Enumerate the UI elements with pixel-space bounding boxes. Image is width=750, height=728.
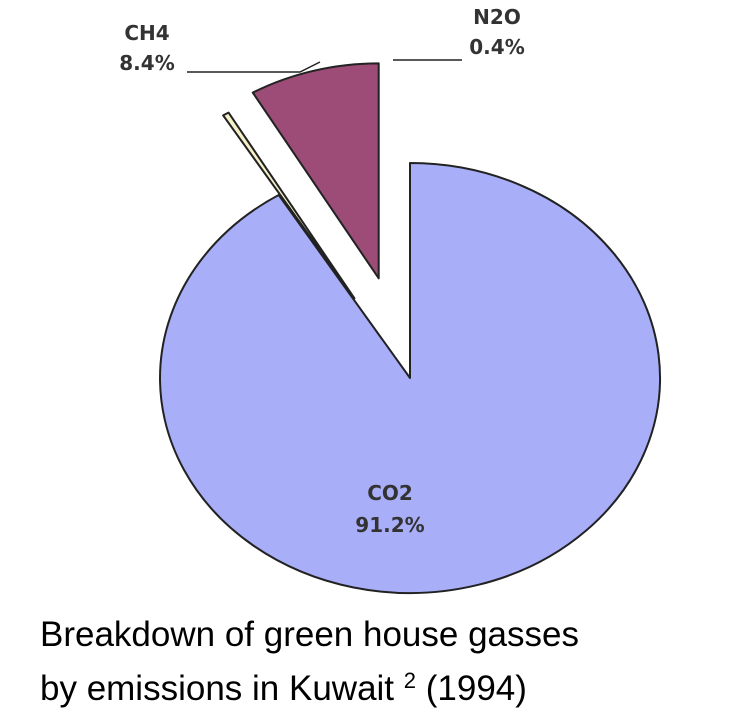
- slice-label-co2: CO2 91.2%: [355, 481, 424, 537]
- leader-lines: [187, 59, 462, 73]
- caption-line-2: by emissions in Kuwait 2 (1994): [40, 658, 740, 712]
- slice-value-co2: 91.2%: [355, 513, 424, 537]
- slice-name-ch4: CH4: [124, 21, 169, 45]
- slice-name-co2: CO2: [367, 481, 413, 505]
- pie-slice-ch4: [251, 62, 380, 280]
- slice-label-n2o: N2O 0.4%: [469, 5, 524, 59]
- caption-line-2-suffix: (1994): [416, 669, 527, 708]
- pie-slices: [159, 62, 662, 594]
- figure-caption: Breakdown of green house gasses by emiss…: [40, 612, 740, 712]
- caption-line-1: Breakdown of green house gasses: [40, 615, 579, 654]
- slice-label-ch4: CH4 8.4%: [119, 21, 174, 75]
- caption-line-2-prefix: by emissions in Kuwait: [40, 669, 404, 708]
- leader-line-ch4: [187, 61, 321, 73]
- caption-superscript: 2: [403, 668, 417, 693]
- pie-slice-n2o: [222, 111, 356, 300]
- slice-value-n2o: 0.4%: [469, 35, 524, 59]
- pie-slice-co2: [159, 162, 662, 594]
- slice-name-n2o: N2O: [473, 5, 521, 29]
- slice-value-ch4: 8.4%: [119, 51, 174, 75]
- pie-chart: CO2 91.2% CH4 8.4% N2O 0.4%: [119, 5, 662, 594]
